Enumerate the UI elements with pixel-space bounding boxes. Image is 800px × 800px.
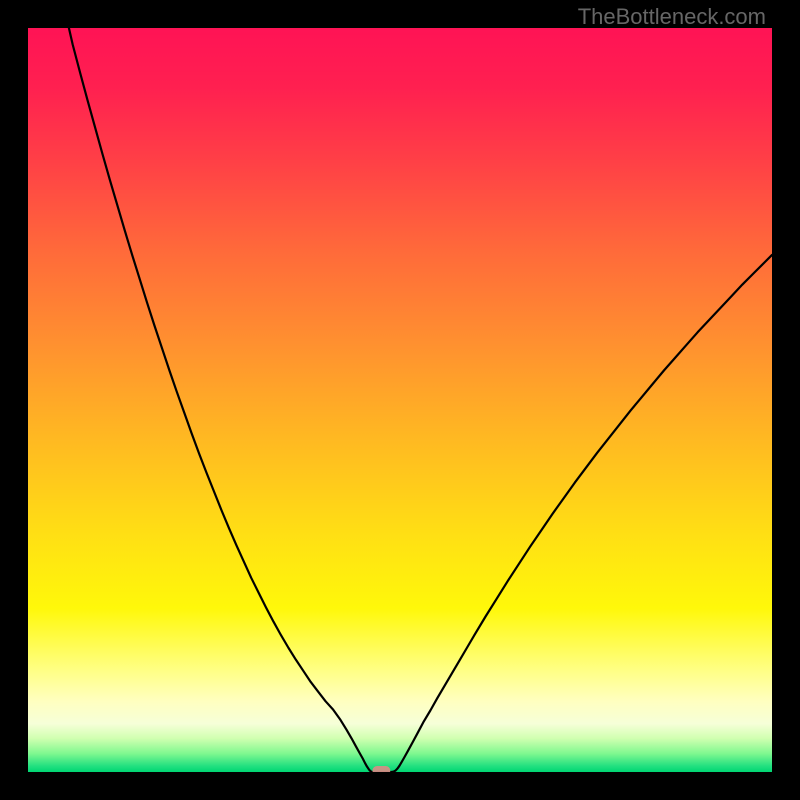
frame-bottom: [0, 772, 800, 800]
watermark-text: TheBottleneck.com: [578, 4, 766, 30]
chart-svg: [28, 28, 772, 772]
frame-left: [0, 0, 28, 800]
frame-right: [772, 0, 800, 800]
chart-background: [28, 28, 772, 772]
bottleneck-chart: [28, 28, 772, 772]
optimal-point-marker: [372, 766, 390, 772]
